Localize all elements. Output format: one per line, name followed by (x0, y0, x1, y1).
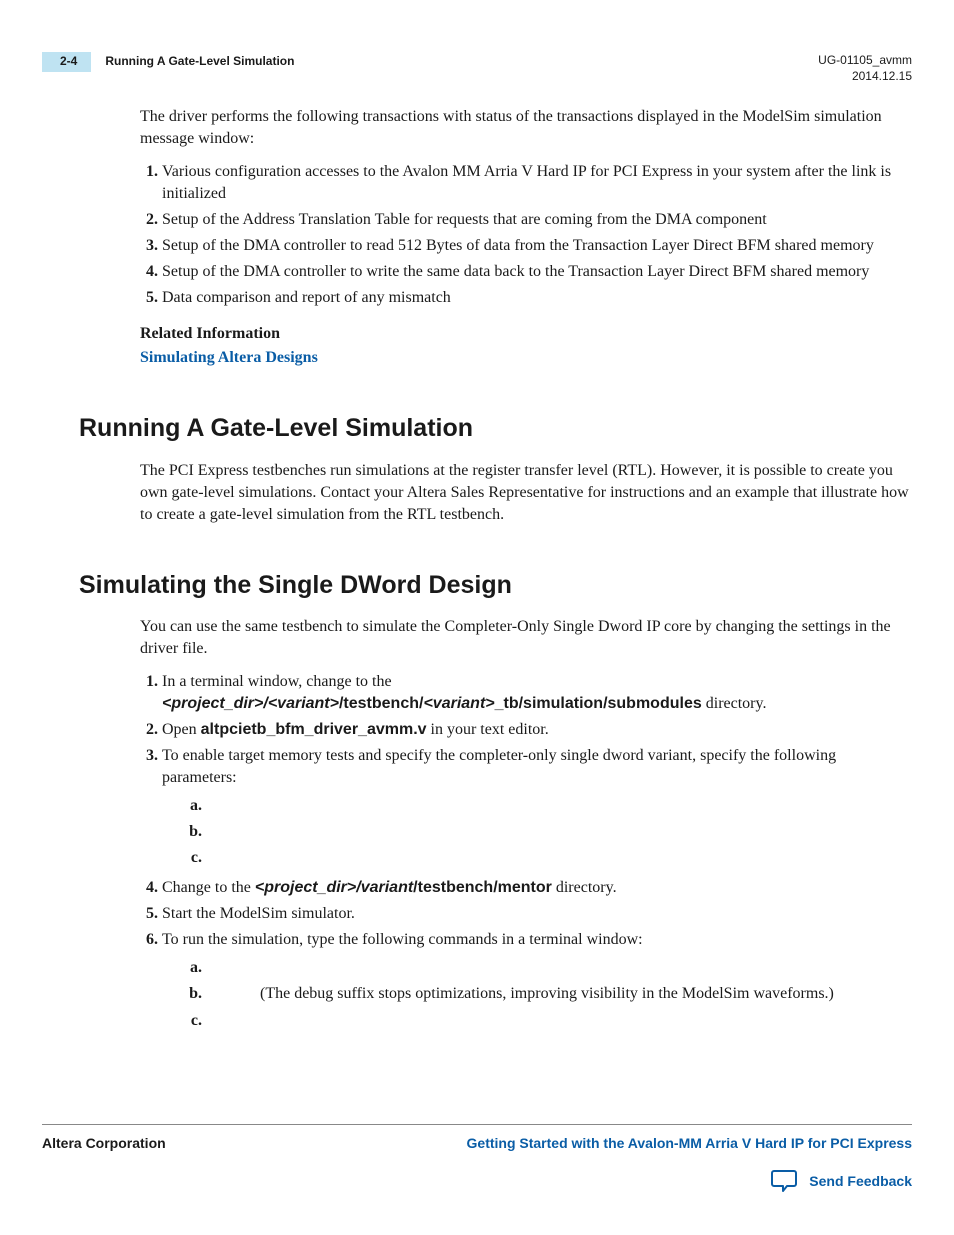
filename: altpcietb_bfm_driver_avmm.v (201, 721, 427, 738)
list-item: Setup of the Address Translation Table f… (162, 209, 912, 231)
list-item: Setup of the DMA controller to read 512 … (162, 235, 912, 257)
related-info-heading: Related Information (140, 323, 912, 345)
transactions-list: Various configuration accesses to the Av… (140, 161, 912, 309)
footer-feedback-row: Send Feedback (42, 1169, 912, 1193)
header-left: 2-4 Running A Gate-Level Simulation (42, 52, 294, 72)
step-item: To run the simulation, type the followin… (162, 929, 912, 1031)
page-body: The driver performs the following transa… (42, 106, 912, 1031)
gate-level-paragraph: The PCI Express testbenches run simulati… (140, 460, 912, 526)
section-heading-dword: Simulating the Single DWord Design (79, 568, 912, 603)
path-segment: <variant> (423, 695, 494, 712)
path-segment: /testbench/ (339, 695, 423, 712)
page-number-badge: 2-4 (42, 52, 91, 72)
speech-bubble-icon (771, 1169, 799, 1193)
step-item: To enable target memory tests and specif… (162, 745, 912, 869)
substep-item (206, 1010, 912, 1032)
substep-item (206, 847, 912, 869)
section-heading-gate-level: Running A Gate-Level Simulation (79, 411, 912, 446)
dword-steps-list: In a terminal window, change to the <pro… (140, 671, 912, 1032)
header-right: UG-01105_avmm 2014.12.15 (818, 52, 912, 84)
page-header: 2-4 Running A Gate-Level Simulation UG-0… (42, 52, 912, 84)
step-item: Open altpcietb_bfm_driver_avmm.v in your… (162, 719, 912, 741)
substeps-list (162, 795, 912, 869)
footer-top-row: Altera Corporation Getting Started with … (42, 1124, 912, 1151)
list-item: Data comparison and report of any mismat… (162, 287, 912, 309)
substeps-list: (The debug suffix stops optimizations, i… (162, 957, 912, 1031)
path-segment: <project_dir>/variant (255, 879, 413, 896)
send-feedback-label: Send Feedback (809, 1173, 912, 1189)
doc-id: UG-01105_avmm (818, 52, 912, 68)
page-footer: Altera Corporation Getting Started with … (42, 1124, 912, 1193)
send-feedback-link[interactable]: Send Feedback (771, 1169, 912, 1193)
path-segment: /testbench/mentor (413, 879, 552, 896)
list-item: Various configuration accesses to the Av… (162, 161, 912, 205)
substep-item (206, 821, 912, 843)
substep-item (206, 795, 912, 817)
step-item: Change to the <project_dir>/variant/test… (162, 877, 912, 899)
intro-paragraph: The driver performs the following transa… (140, 106, 912, 150)
step-item: In a terminal window, change to the <pro… (162, 671, 912, 715)
related-info-link[interactable]: Simulating Altera Designs (140, 349, 318, 366)
path-segment: _tb/simulation/submodules (495, 695, 702, 712)
step-item: Start the ModelSim simulator. (162, 903, 912, 925)
page: 2-4 Running A Gate-Level Simulation UG-0… (0, 0, 954, 1235)
substep-item (206, 957, 912, 979)
dword-intro-paragraph: You can use the same testbench to simula… (140, 616, 912, 660)
list-item: Setup of the DMA controller to write the… (162, 261, 912, 283)
footer-doc-link[interactable]: Getting Started with the Avalon-MM Arria… (467, 1135, 912, 1151)
doc-date: 2014.12.15 (818, 68, 912, 84)
footer-corporation: Altera Corporation (42, 1135, 166, 1151)
path-segment: <project_dir>/<variant> (162, 695, 339, 712)
running-head-title: Running A Gate-Level Simulation (105, 54, 294, 70)
substep-item: (The debug suffix stops optimizations, i… (206, 983, 912, 1005)
